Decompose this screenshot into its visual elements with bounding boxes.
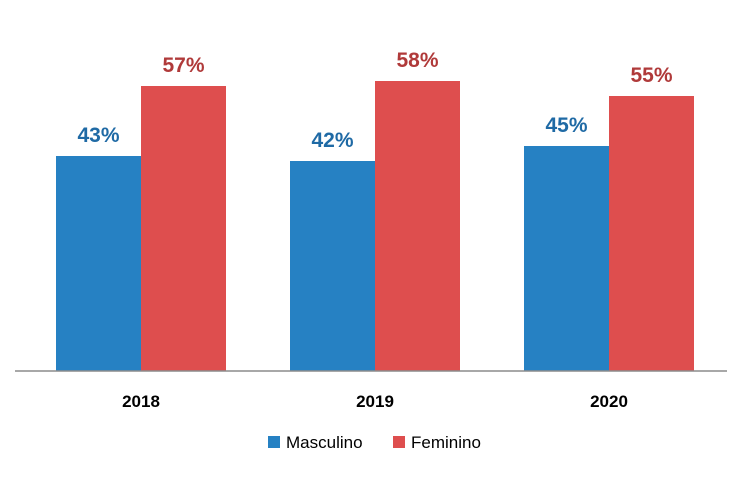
data-label-masculino-2019: 42% bbox=[311, 129, 353, 152]
bar-masculino-2020 bbox=[524, 146, 609, 371]
bars-layer bbox=[56, 81, 694, 371]
data-labels-layer: 43% 57% 42% 58% 45% 55% bbox=[77, 49, 672, 152]
x-tick-label-2020: 2020 bbox=[590, 392, 628, 411]
data-label-masculino-2020: 45% bbox=[545, 114, 587, 137]
data-label-masculino-2018: 43% bbox=[77, 124, 119, 147]
x-tick-label-2018: 2018 bbox=[122, 392, 160, 411]
data-label-feminino-2020: 55% bbox=[630, 64, 672, 87]
data-label-feminino-2019: 58% bbox=[396, 49, 438, 72]
x-tick-label-2019: 2019 bbox=[356, 392, 394, 411]
data-label-feminino-2018: 57% bbox=[162, 54, 204, 77]
legend-swatch-feminino bbox=[393, 436, 405, 448]
bar-feminino-2020 bbox=[609, 96, 694, 371]
legend-label-feminino: Feminino bbox=[411, 433, 481, 452]
bar-masculino-2019 bbox=[290, 161, 375, 371]
legend-swatch-masculino bbox=[268, 436, 280, 448]
bar-feminino-2019 bbox=[375, 81, 460, 371]
legend: Masculino Feminino bbox=[268, 433, 481, 452]
bar-masculino-2018 bbox=[56, 156, 141, 371]
x-tick-labels-layer: 2018 2019 2020 bbox=[122, 392, 628, 411]
bar-feminino-2018 bbox=[141, 86, 226, 371]
legend-label-masculino: Masculino bbox=[286, 433, 363, 452]
